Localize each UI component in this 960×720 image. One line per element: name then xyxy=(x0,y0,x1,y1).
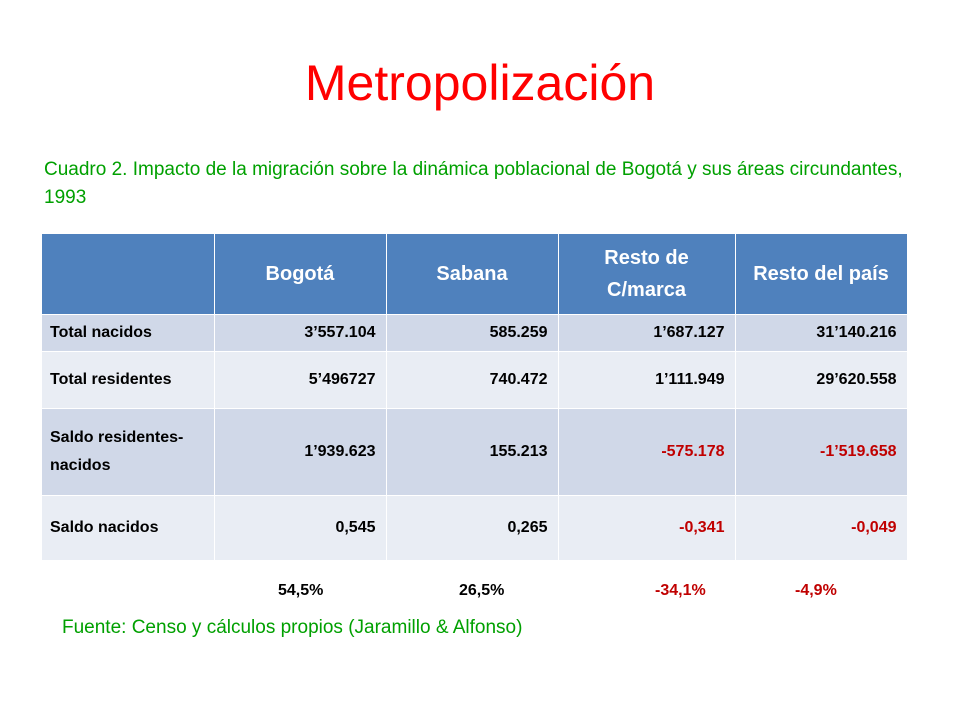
slide-title: Metropolización xyxy=(304,55,656,111)
percentage-resto-pais: -4,9% xyxy=(795,582,837,599)
table-cell: 155.213 xyxy=(386,408,559,496)
row-label: Total nacidos xyxy=(42,314,215,352)
table-cell: 29’620.558 xyxy=(735,351,908,409)
header-empty xyxy=(42,234,215,315)
row-label: Saldo residentes-nacidos xyxy=(42,408,215,496)
table-cell: 740.472 xyxy=(386,351,559,409)
table-header-row: Bogotá Sabana Resto de C/marca Resto del… xyxy=(42,234,908,315)
percentage-bogota: 54,5% xyxy=(278,582,324,599)
table-caption: Cuadro 2. Impacto de la migración sobre … xyxy=(44,159,903,208)
table-cell-negative: -575.178 xyxy=(558,408,736,496)
percentage-sabana: 26,5% xyxy=(459,582,505,599)
table-cell: 3’557.104 xyxy=(214,314,387,352)
table-cell-negative: -1’519.658 xyxy=(735,408,908,496)
migration-table: Bogotá Sabana Resto de C/marca Resto del… xyxy=(42,234,908,560)
table-cell: 1’687.127 xyxy=(558,314,736,352)
source-note: Fuente: Censo y cálculos propios (Jarami… xyxy=(62,617,523,638)
table-cell: 1’939.623 xyxy=(214,408,387,496)
header-resto-pais: Resto del país xyxy=(735,234,908,315)
row-label: Saldo nacidos xyxy=(42,495,215,560)
table-row: Total residentes 5’496727 740.472 1’111.… xyxy=(42,351,908,409)
table-cell: 0,545 xyxy=(214,495,387,560)
table-cell: 0,265 xyxy=(386,495,559,560)
table-row: Saldo residentes-nacidos 1’939.623 155.2… xyxy=(42,408,908,496)
table-row: Total nacidos 3’557.104 585.259 1’687.12… xyxy=(42,314,908,352)
header-sabana: Sabana xyxy=(386,234,559,315)
table-cell: 5’496727 xyxy=(214,351,387,409)
table-cell: 585.259 xyxy=(386,314,559,352)
header-bogota: Bogotá xyxy=(214,234,387,315)
row-label: Total residentes xyxy=(42,351,215,409)
table-cell-negative: -0,341 xyxy=(558,495,736,560)
percentage-resto-cmarca: -34,1% xyxy=(655,582,706,599)
table-cell: 1’111.949 xyxy=(558,351,736,409)
table-row: Saldo nacidos 0,545 0,265 -0,341 -0,049 xyxy=(42,495,908,560)
table-cell: 31’140.216 xyxy=(735,314,908,352)
table-cell-negative: -0,049 xyxy=(735,495,908,560)
header-resto-cmarca: Resto de C/marca xyxy=(558,234,736,315)
